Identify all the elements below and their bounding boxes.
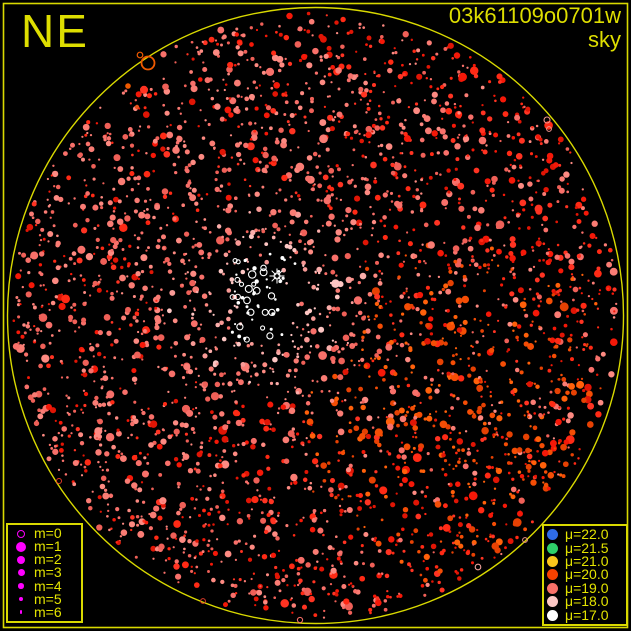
- brightness-color-marker-icon: [546, 596, 558, 608]
- color-legend-row: μ=21.5: [546, 539, 626, 556]
- size-legend-row: m=4: [18, 577, 81, 594]
- color-legend-row: μ=17.0: [546, 606, 626, 623]
- size-legend-row: m=6: [18, 603, 81, 620]
- color-legend-row: μ=21.0: [546, 553, 626, 570]
- size-legend-label: m=5: [34, 590, 62, 607]
- star-size-marker-icon: [19, 597, 23, 602]
- size-legend-label: m=0: [34, 525, 62, 542]
- star-size-marker-icon: [20, 610, 22, 615]
- color-legend-row: μ=19.0: [546, 579, 626, 596]
- color-legend-row: μ=18.0: [546, 593, 626, 610]
- color-legend-label: μ=18.0: [565, 593, 609, 610]
- size-legend-label: m=3: [34, 564, 62, 581]
- orientation-label: NE: [21, 5, 89, 57]
- star-size-marker-icon: [16, 541, 26, 552]
- color-legend-row: μ=20.0: [546, 566, 626, 583]
- color-legend-row: μ=22.0: [546, 526, 626, 543]
- brightness-color-marker-icon: [546, 582, 558, 594]
- star-size-marker-icon: [16, 555, 26, 565]
- brightness-color-marker-icon: [546, 569, 558, 581]
- plot-subtitle: sky: [588, 27, 621, 53]
- size-legend-label: m=1: [34, 538, 62, 555]
- size-legend-row: m=0: [17, 525, 81, 542]
- color-legend-label: μ=22.0: [565, 526, 609, 543]
- brightness-color-marker-icon: [546, 542, 558, 554]
- size-legend-row: m=1: [16, 538, 81, 555]
- brightness-color-marker-icon: [546, 529, 558, 541]
- size-legend-row: m=5: [18, 590, 81, 607]
- plot-title: 03k61109o0701w: [448, 3, 621, 28]
- color-legend-label: μ=19.0: [565, 579, 609, 596]
- color-legend-label: μ=21.0: [565, 553, 609, 570]
- size-legend-label: m=2: [34, 551, 62, 568]
- size-legend-row: m=3: [17, 564, 81, 581]
- size-legend-row: m=2: [16, 551, 81, 568]
- color-legend-label: μ=21.5: [565, 539, 609, 556]
- size-legend-label: m=6: [34, 603, 62, 620]
- brightness-color-marker-icon: [546, 609, 558, 621]
- star-size-marker-icon: [17, 569, 25, 577]
- saturated-star-marker-icon: [17, 529, 25, 538]
- color-legend-label: μ=20.0: [565, 566, 609, 583]
- color-legend: μ=22.0 μ=21.5 μ=21.0 μ=20.0 μ=19.0 μ=18.0 μ=17…: [542, 524, 628, 626]
- color-legend-label: μ=17.0: [565, 606, 609, 623]
- size-legend: m=0 m=1 m=2 m=3 m=4 m=5 m=6: [6, 523, 83, 623]
- size-legend-label: m=4: [34, 577, 62, 594]
- brightness-color-marker-icon: [546, 556, 558, 568]
- star-size-marker-icon: [18, 583, 24, 589]
- title-block: 03k61109o0701w sky: [448, 3, 621, 53]
